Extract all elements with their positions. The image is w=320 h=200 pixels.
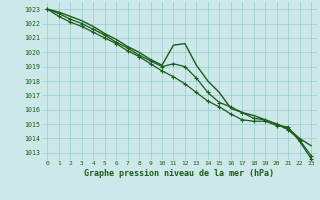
X-axis label: Graphe pression niveau de la mer (hPa): Graphe pression niveau de la mer (hPa) xyxy=(84,169,274,178)
